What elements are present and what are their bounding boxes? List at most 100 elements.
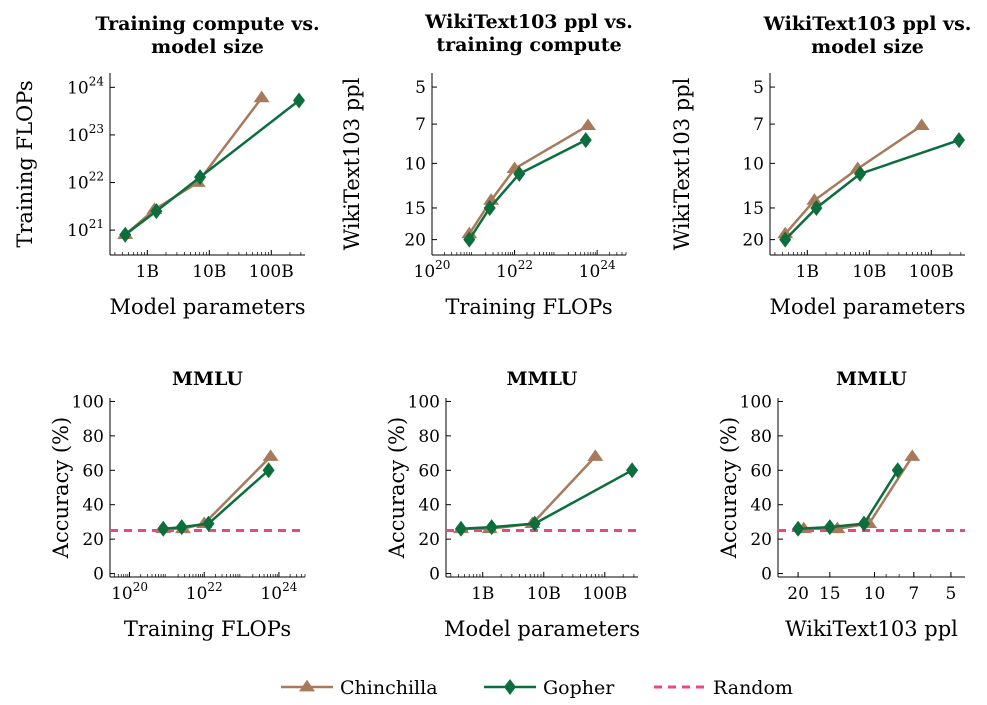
y-tick-label: 80 [418, 427, 440, 447]
chinchilla-point [904, 449, 921, 461]
x-tick-label: 10B [192, 262, 226, 282]
series-line-gopher [124, 99, 300, 236]
x-axis-label: Model parameters [110, 295, 306, 319]
gopher-point [810, 199, 823, 216]
panel-title: model size [811, 36, 924, 58]
legend-label: Gopher [543, 677, 615, 699]
y-tick-label: 40 [82, 496, 104, 516]
panel-1: 1B 10B 100B 1021 1022 1023 1024 Training comput… [13, 13, 320, 319]
panel-title: WikiText103 ppl vs. [424, 11, 633, 33]
chinchilla-point [253, 90, 270, 103]
y-tick-label: 1021 [67, 217, 104, 241]
panel-title: MMLU [172, 368, 243, 390]
x-axis-label: Model parameters [444, 617, 640, 641]
y-tick-label: 20 [404, 231, 426, 251]
y-tick-label: 60 [418, 461, 440, 481]
x-axis-label: Training FLOPs [445, 295, 612, 319]
gopher-point [854, 165, 867, 182]
y-tick-label: 0 [761, 565, 772, 585]
legend-triangle-marker [299, 679, 315, 692]
gopher-point [792, 520, 805, 537]
panel-title: WikiText103 ppl vs. [763, 13, 972, 35]
gopher-point [194, 169, 207, 186]
y-tick-label: 15 [404, 199, 426, 219]
y-tick-label: 100 [740, 392, 772, 412]
y-tick-label: 1023 [67, 122, 104, 146]
x-tick-label: 20 [787, 584, 809, 604]
y-tick-label: 40 [418, 496, 440, 516]
gopher-point [857, 515, 870, 532]
legend-item-chinchilla: Chinchilla [281, 677, 438, 699]
y-tick-label: 80 [750, 427, 772, 447]
legend-item-random: Random [654, 677, 793, 699]
gopher-point [157, 520, 170, 537]
gopher-point [202, 515, 215, 532]
gopher-point [528, 515, 541, 532]
gopher-point [454, 520, 467, 537]
y-tick-label: 40 [750, 496, 772, 516]
y-axis-label: Training FLOPs [13, 80, 37, 247]
series-line-gopher [798, 469, 899, 531]
y-tick-label: 60 [82, 461, 104, 481]
y-tick-label: 0 [429, 565, 440, 585]
x-axis-label: WikiText103 ppl [785, 617, 958, 641]
x-axis-label: Model parameters [770, 295, 966, 319]
gopher-point [823, 519, 836, 536]
y-tick-label: 1024 [67, 74, 104, 98]
x-tick-label: 10 [864, 584, 886, 604]
x-tick-label: 100B [582, 584, 627, 604]
series-line-gopher [163, 469, 270, 531]
gopher-point [150, 203, 163, 220]
y-axis-label: WikiText103 ppl [340, 77, 364, 250]
panel-title: MMLU [836, 368, 907, 390]
x-tick-label: 100B [249, 262, 294, 282]
chinchilla-point [579, 118, 596, 130]
legend-label: Random [713, 677, 793, 699]
x-axis-label: Training FLOPs [124, 617, 291, 641]
gopher-point [463, 231, 476, 248]
panel-title: MMLU [507, 368, 578, 390]
y-tick-label: 80 [82, 427, 104, 447]
legend-label: Chinchilla [340, 677, 438, 699]
y-tick-label: 20 [82, 530, 104, 550]
x-tick-label: 1024 [579, 258, 616, 282]
gopher-point [292, 92, 305, 109]
y-tick-label: 20 [418, 530, 440, 550]
y-tick-label: 100 [408, 392, 440, 412]
y-tick-label: 10 [742, 154, 764, 174]
y-tick-label: 15 [742, 199, 764, 219]
y-axis-label: Accuracy (%) [49, 417, 73, 559]
x-tick-label: 10B [852, 262, 886, 282]
panel-3: 1B 10B 100B 5 7 10 15 20 WikiText103 ppl vs.mode… [670, 13, 971, 319]
x-tick-label: 100B [909, 262, 954, 282]
x-tick-label: 1020 [414, 258, 451, 282]
chinchilla-point [806, 193, 823, 205]
series-line-chinchilla [124, 97, 263, 236]
x-tick-label: 5 [945, 584, 956, 604]
gopher-point [485, 519, 498, 536]
gopher-point [262, 462, 275, 479]
y-tick-label: 5 [753, 78, 764, 98]
y-axis-label: WikiText103 ppl [670, 77, 694, 250]
legend-diamond-marker [504, 679, 516, 695]
x-tick-label: 1022 [496, 258, 533, 282]
x-tick-label: 10B [527, 584, 561, 604]
panel-6: 20 15 10 7 5 0 20 40 60 80 100 MMLU WikiText103 ppl A… [717, 368, 965, 641]
panel-2: 1020 1022 1024 5 7 10 15 20 WikiText103 ppl vs.t… [340, 11, 633, 319]
x-tick-label: 7 [908, 584, 919, 604]
y-tick-label: 1022 [67, 170, 104, 194]
chinchilla-point [913, 118, 930, 130]
gopher-point [579, 132, 592, 149]
gopher-point [175, 519, 188, 536]
y-tick-label: 10 [404, 154, 426, 174]
y-tick-label: 20 [750, 530, 772, 550]
panel-title: training compute [436, 34, 621, 56]
y-tick-label: 20 [742, 231, 764, 251]
panel-4: 1020 1022 1024 0 20 40 60 80 100 MMLU Training FLO… [49, 368, 306, 641]
legend: Chinchilla Gopher Random [281, 677, 793, 699]
gopher-point [952, 132, 965, 149]
gopher-point [779, 231, 792, 248]
x-tick-label: 15 [819, 584, 841, 604]
series-line-chinchilla [163, 455, 272, 531]
